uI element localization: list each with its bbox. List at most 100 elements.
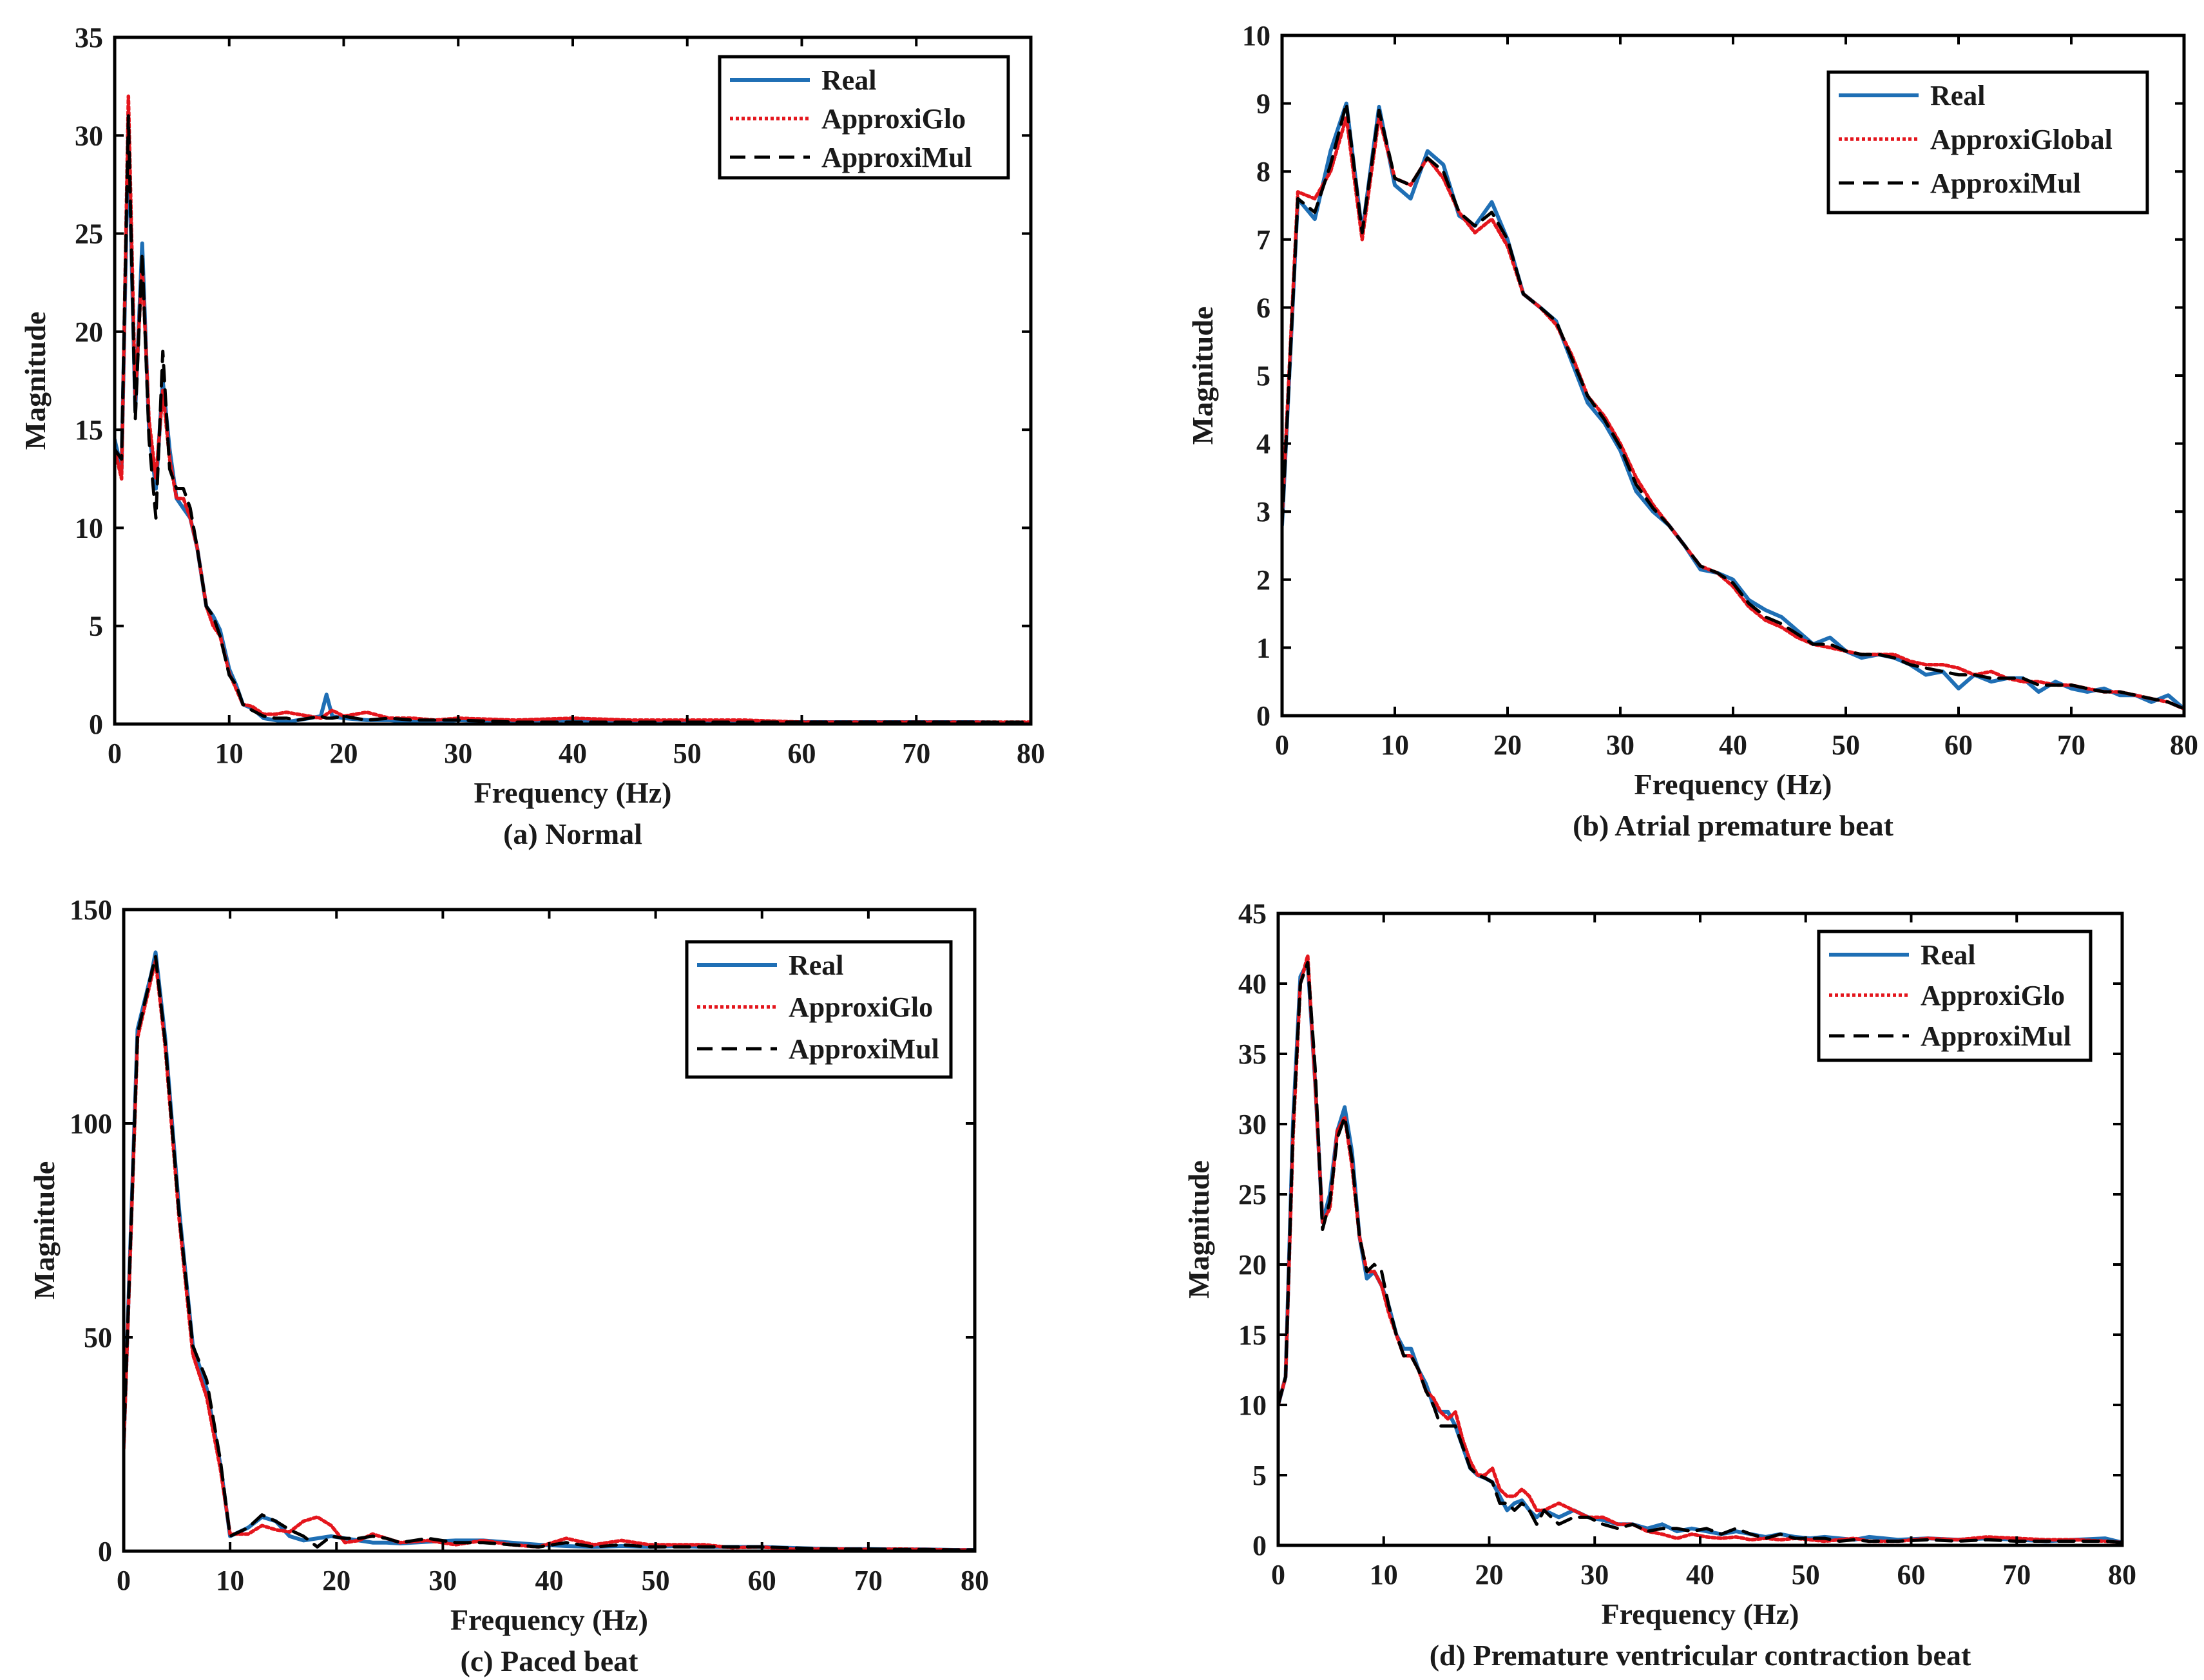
y-tick-label: 30: [1238, 1109, 1267, 1140]
legend-label: Real: [789, 950, 844, 981]
series-line-approximul: [124, 955, 975, 1551]
legend-label: ApproxiGlobal: [1930, 124, 2113, 155]
x-tick-label: 70: [2057, 729, 2085, 761]
series-group: [1282, 101, 2184, 711]
x-tick-label: 30: [1580, 1559, 1609, 1590]
y-tick-label: 4: [1256, 428, 1270, 460]
legend: Real ApproxiGlo ApproxiMul: [685, 940, 953, 1079]
x-tick-label: 0: [1275, 729, 1289, 761]
y-tick-label: 0: [98, 1536, 112, 1567]
y-tick-label: 8: [1256, 156, 1270, 187]
series-line-approxiglo: [115, 94, 1031, 724]
panel-caption: (d) Premature ventricular contraction be…: [1430, 1639, 1971, 1672]
legend-label: Real: [1930, 80, 1986, 111]
x-axis-label: Frequency (Hz): [450, 1603, 648, 1636]
legend: Real ApproxiGlo ApproxiMul: [1817, 930, 2093, 1062]
y-tick-label: 2: [1256, 564, 1270, 596]
y-tick-label: 15: [1238, 1319, 1267, 1351]
legend-label: ApproxiGlo: [789, 991, 933, 1023]
x-tick-label: 0: [1271, 1559, 1285, 1590]
x-tick-label: 50: [1792, 1559, 1820, 1590]
x-tick-label: 80: [1017, 738, 1045, 769]
y-tick-label: 100: [70, 1108, 112, 1140]
chart-a: 0 10 20 30 40 50 60 70 80 0 5 10 15 20 25 30 35 Frequency…: [19, 22, 1045, 850]
y-tick-label: 25: [1238, 1179, 1267, 1210]
y-tick-label: 45: [1238, 898, 1267, 930]
legend-label: ApproxiMul: [821, 142, 972, 173]
chart-c: 0 10 20 30 40 50 60 70 80 0 50 100 150 Frequency (Hz)…: [28, 894, 989, 1677]
x-tick-label: 40: [535, 1565, 564, 1596]
y-tick-label: 35: [75, 22, 103, 53]
panel-caption: (a) Normal: [503, 817, 642, 850]
x-tick-label: 10: [216, 1565, 244, 1596]
x-tick-label: 30: [1606, 729, 1634, 761]
x-axis-label: Frequency (Hz): [1601, 1598, 1799, 1630]
x-tick-label: 60: [1897, 1559, 1926, 1590]
panel-caption: (c) Paced beat: [461, 1645, 639, 1677]
x-axis-label: Frequency (Hz): [1634, 768, 1832, 801]
x-tick-label: 70: [2002, 1559, 2031, 1590]
y-tick-label: 15: [75, 414, 103, 446]
y-tick-label: 20: [1238, 1249, 1267, 1281]
series-line-approximul: [115, 114, 1031, 724]
x-axis-label: Frequency (Hz): [474, 776, 671, 809]
series-group: [124, 950, 975, 1551]
y-axis-label: Magnitude: [1186, 307, 1219, 445]
x-tick-label: 20: [330, 738, 358, 769]
series-group: [115, 94, 1031, 724]
x-tick-label: 50: [673, 738, 702, 769]
series-group: [1278, 953, 2122, 1545]
y-tick-label: 0: [1252, 1530, 1267, 1561]
series-line-approximul: [1282, 102, 2184, 711]
legend-label: ApproxiMul: [1921, 1020, 2071, 1052]
x-tick-label: 10: [1381, 729, 1409, 761]
y-tick-label: 0: [89, 709, 103, 740]
y-tick-label: 0: [1256, 700, 1270, 732]
y-tick-label: 50: [84, 1322, 112, 1353]
x-tick-label: 80: [2108, 1559, 2136, 1590]
legend-label: Real: [821, 64, 877, 96]
legend-label: Real: [1921, 939, 1976, 971]
y-tick-label: 30: [75, 120, 103, 151]
x-tick-label: 30: [444, 738, 472, 769]
panel-caption: (b) Atrial premature beat: [1573, 809, 1894, 842]
x-tick-label: 40: [1719, 729, 1747, 761]
x-tick-label: 20: [322, 1565, 350, 1596]
legend-label: ApproxiGlo: [821, 103, 966, 135]
y-tick-label: 3: [1256, 496, 1270, 528]
x-tick-label: 30: [428, 1565, 457, 1596]
x-tick-label: 0: [117, 1565, 131, 1596]
y-tick-label: 7: [1256, 224, 1270, 256]
y-tick-label: 10: [1238, 1389, 1267, 1421]
x-tick-label: 10: [215, 738, 244, 769]
legend-label: ApproxiMul: [789, 1033, 939, 1065]
x-tick-label: 80: [961, 1565, 989, 1596]
y-tick-label: 5: [89, 611, 103, 642]
y-tick-label: 9: [1256, 88, 1270, 120]
y-axis-label: Magnitude: [28, 1161, 61, 1300]
y-axis-label: Magnitude: [19, 312, 52, 450]
x-tick-label: 80: [2170, 729, 2198, 761]
x-tick-label: 50: [1832, 729, 1860, 761]
y-tick-label: 1: [1256, 632, 1270, 663]
y-tick-label: 5: [1256, 360, 1270, 392]
y-tick-label: 35: [1238, 1038, 1267, 1070]
y-tick-label: 20: [75, 316, 103, 348]
legend: Real ApproxiGlobal ApproxiMul: [1826, 70, 2149, 215]
x-tick-label: 10: [1370, 1559, 1398, 1590]
y-tick-label: 10: [1242, 20, 1270, 52]
x-tick-label: 60: [1944, 729, 1973, 761]
y-tick-label: 25: [75, 218, 103, 250]
legend: Real ApproxiGlo ApproxiMul: [718, 55, 1010, 180]
chart-b: 0 10 20 30 40 50 60 70 80 0 1 2 3 4 5 6 7 8 9 10 Frequency (…: [1186, 20, 2198, 842]
x-tick-label: 70: [854, 1565, 883, 1596]
y-tick-label: 10: [75, 512, 103, 544]
legend-label: ApproxiMul: [1930, 167, 2081, 199]
x-tick-label: 50: [642, 1565, 670, 1596]
legend-label: ApproxiGlo: [1921, 980, 2065, 1011]
y-tick-label: 40: [1238, 968, 1267, 1000]
x-tick-label: 20: [1493, 729, 1522, 761]
y-tick-label: 150: [70, 894, 112, 926]
x-tick-label: 60: [788, 738, 816, 769]
